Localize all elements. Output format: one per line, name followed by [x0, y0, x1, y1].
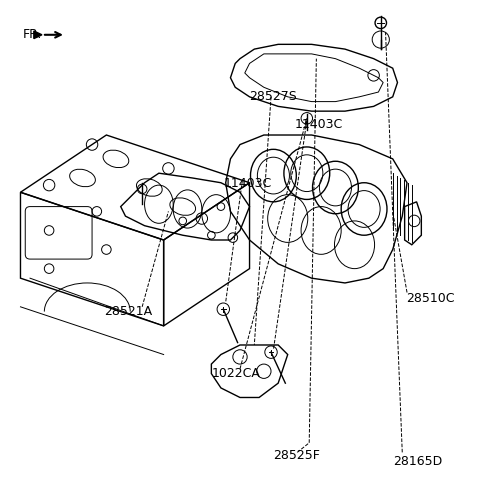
Text: 28525F: 28525F — [274, 449, 320, 462]
Text: 28521A: 28521A — [104, 305, 152, 318]
Text: 28527S: 28527S — [250, 90, 297, 103]
Text: FR.: FR. — [23, 28, 42, 41]
Polygon shape — [34, 31, 42, 38]
Text: 1022CA: 1022CA — [211, 367, 260, 380]
Text: 11403C: 11403C — [223, 177, 272, 190]
Text: 28510C: 28510C — [406, 292, 455, 305]
Text: 11403C: 11403C — [295, 118, 343, 131]
Text: 28165D: 28165D — [393, 455, 442, 468]
